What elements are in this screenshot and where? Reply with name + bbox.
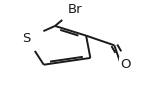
Text: S: S	[23, 32, 31, 45]
Text: Br: Br	[68, 3, 82, 16]
Text: O: O	[120, 58, 131, 71]
